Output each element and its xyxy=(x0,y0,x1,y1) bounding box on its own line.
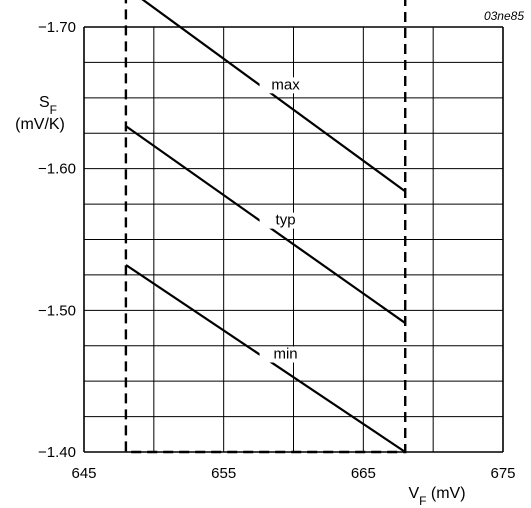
y-axis-label-main: S xyxy=(39,94,50,111)
series-label-bg-min xyxy=(259,346,312,363)
x-axis-label: VF (mV) xyxy=(408,485,465,508)
x-tick-label: 665 xyxy=(351,465,376,482)
y-axis-unit: (mV/K) xyxy=(15,116,65,133)
y-axis-label-sub: F xyxy=(50,103,57,117)
x-tick-label: 655 xyxy=(211,465,236,482)
tick-labels: 645 655 665 675 −1.70 −1.60 −1.50 −1.40 xyxy=(38,19,515,482)
x-tick-label: 675 xyxy=(490,465,515,482)
boundary-box xyxy=(124,0,407,454)
y-tick-label: −1.50 xyxy=(38,302,76,319)
series-label-bg-max xyxy=(259,77,312,94)
x-axis-label-main: V xyxy=(408,485,419,502)
figure-id: 03ne85 xyxy=(484,9,524,23)
x-axis-label-unit: (mV) xyxy=(426,485,465,502)
boundary-box-rect xyxy=(124,0,407,454)
series-label-max: max xyxy=(271,76,300,93)
series-labels: max typ min xyxy=(259,76,312,363)
y-tick-label: −1.70 xyxy=(38,19,76,36)
grid xyxy=(83,26,504,453)
series-label-typ: typ xyxy=(276,212,296,229)
x-tick-label: 645 xyxy=(71,465,96,482)
y-tick-label: −1.40 xyxy=(38,444,76,461)
series-label-bg-typ xyxy=(259,212,312,229)
x-axis-label-sub: F xyxy=(419,494,426,508)
y-axis-label: SF xyxy=(39,94,57,117)
series-label-min: min xyxy=(273,346,297,363)
y-tick-label: −1.60 xyxy=(38,161,76,178)
